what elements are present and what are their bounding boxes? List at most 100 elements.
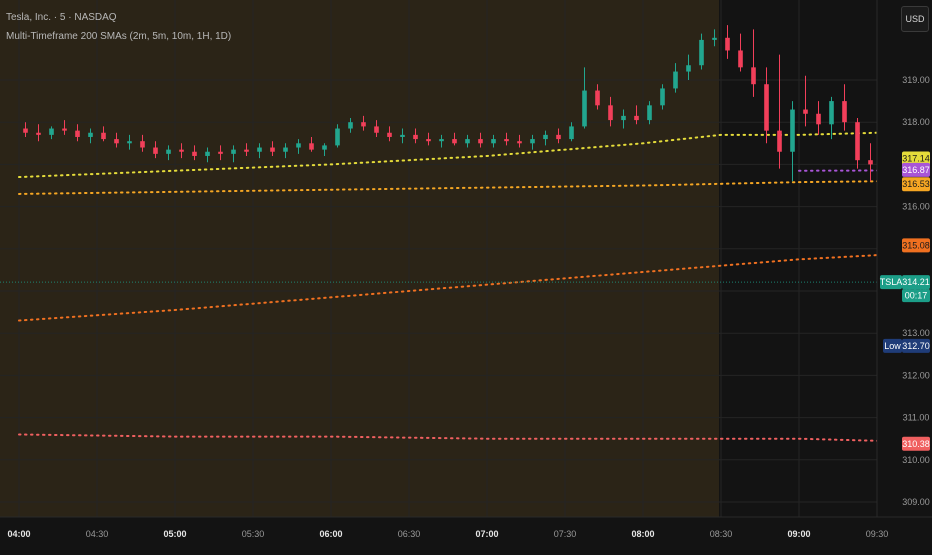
price-tick-label: 311.00 [903, 413, 930, 423]
low-tag-value: Low [884, 341, 901, 351]
price-tick-label: 310.00 [902, 455, 930, 465]
time-tick-label: 09:00 [787, 529, 810, 539]
price-tick-label: 313.00 [902, 328, 930, 338]
candle-body [231, 149, 236, 154]
price-tick-label: 319.00 [902, 75, 930, 85]
sma-price-badge-5m-bg [902, 162, 930, 177]
candle-body [504, 139, 509, 142]
candle-body [465, 139, 470, 144]
candle-body [725, 37, 730, 51]
candle-body [634, 115, 639, 121]
candle-body [582, 90, 587, 127]
time-tick-label: 05:30 [242, 529, 265, 539]
grid-lines [0, 0, 877, 517]
price-tick-label: 318.00 [902, 117, 930, 127]
candle-body [543, 134, 548, 140]
indicator-title[interactable]: Multi-Timeframe 200 SMAs (2m, 5m, 10m, 1… [6, 31, 232, 42]
candle-countdown-bg [902, 289, 930, 303]
candle-body [595, 90, 600, 106]
candle-body [374, 126, 379, 133]
time-tick-label: 04:30 [86, 529, 109, 539]
time-tick-label: 07:30 [554, 529, 577, 539]
sma-price-badge-1d-value: 310.38 [902, 439, 930, 449]
candle-body [387, 132, 392, 137]
price-axis: 309.00310.00311.00312.00313.00314.00315.… [876, 0, 932, 550]
sma-line-10m [18, 180, 932, 195]
candle-body [218, 151, 223, 154]
candle-body [660, 88, 665, 106]
candle-body [790, 109, 795, 152]
candle-body [738, 50, 743, 68]
candle-body [764, 84, 769, 131]
sma-price-badge-1h-bg [902, 238, 930, 253]
candle-body [868, 160, 873, 165]
sma-price-badge-1h-value: 315.08 [902, 240, 930, 250]
candle-body [114, 139, 119, 144]
candle-body [348, 122, 353, 129]
candle-body [361, 122, 366, 127]
candle-body [192, 151, 197, 156]
candle-body [608, 105, 613, 121]
candle-body [257, 147, 262, 152]
sma-line-1d [18, 433, 932, 445]
last-price-symbol-tag-bg [880, 275, 902, 290]
candle-body [491, 139, 496, 144]
candle-body [673, 71, 678, 89]
currency-button[interactable]: USD [901, 6, 929, 32]
last-price-badge: 314.21 [902, 275, 930, 290]
sma-line-5m [798, 169, 932, 172]
time-tick-label: 04:00 [7, 529, 30, 539]
candle-body [426, 139, 431, 142]
candle-body [179, 149, 184, 152]
candle-body [751, 67, 756, 85]
premarket-shade [0, 0, 719, 517]
price-badges: 317.14 316.87 316.53 315.08 310.38 TSLA 314.21… [880, 151, 930, 451]
candle-body [101, 132, 106, 140]
candle-body [49, 128, 54, 135]
candle-body [829, 101, 834, 125]
sma-line-2m [18, 131, 932, 179]
candle-body [270, 147, 275, 152]
candle-body [62, 128, 67, 131]
candle-countdown: 00:17 [902, 289, 930, 303]
sma-price-badge-2m-value: 317.14 [902, 153, 930, 163]
candle-body [166, 149, 171, 154]
time-tick-label: 05:00 [163, 529, 186, 539]
time-axis: 04:00 04:30 05:00 05:30 06:00 06:30 07:00 07:30… [0, 516, 932, 539]
last-price-badge-value: 314.21 [902, 277, 930, 287]
price-tick-label: 312.00 [902, 370, 930, 380]
candle-body [283, 147, 288, 152]
sma-price-badge-2m: 317.14 [902, 151, 930, 166]
candle-body [517, 141, 522, 144]
candle-body [452, 139, 457, 144]
candle-body [556, 134, 561, 140]
symbol-title[interactable]: Tesla, Inc. · 5 · NASDAQ [6, 12, 117, 23]
candle-body [816, 113, 821, 125]
candle-body [296, 143, 301, 148]
low-badge: 312.70 [902, 338, 930, 353]
price-axis-bg [877, 0, 932, 550]
low-tag: Low [883, 338, 902, 353]
candle-body [413, 134, 418, 140]
sma-price-badge-10m: 316.53 [902, 177, 930, 192]
candle-body [322, 145, 327, 150]
candle-body [75, 130, 80, 137]
candle-body [803, 109, 808, 114]
sma-price-badge-1d: 310.38 [902, 436, 930, 451]
candle-body [699, 39, 704, 66]
candle-body [530, 139, 535, 144]
candle-body [36, 132, 41, 135]
candle-body [205, 151, 210, 156]
time-tick-label: 08:00 [631, 529, 654, 539]
candle-body [244, 149, 249, 152]
candle-body [842, 101, 847, 123]
candle-body [88, 132, 93, 137]
sma-price-badge-1d-bg [902, 436, 930, 451]
time-tick-label: 06:30 [398, 529, 421, 539]
last-price-badge-bg [902, 275, 930, 290]
candle-body [309, 143, 314, 150]
time-tick-label: 06:00 [319, 529, 342, 539]
